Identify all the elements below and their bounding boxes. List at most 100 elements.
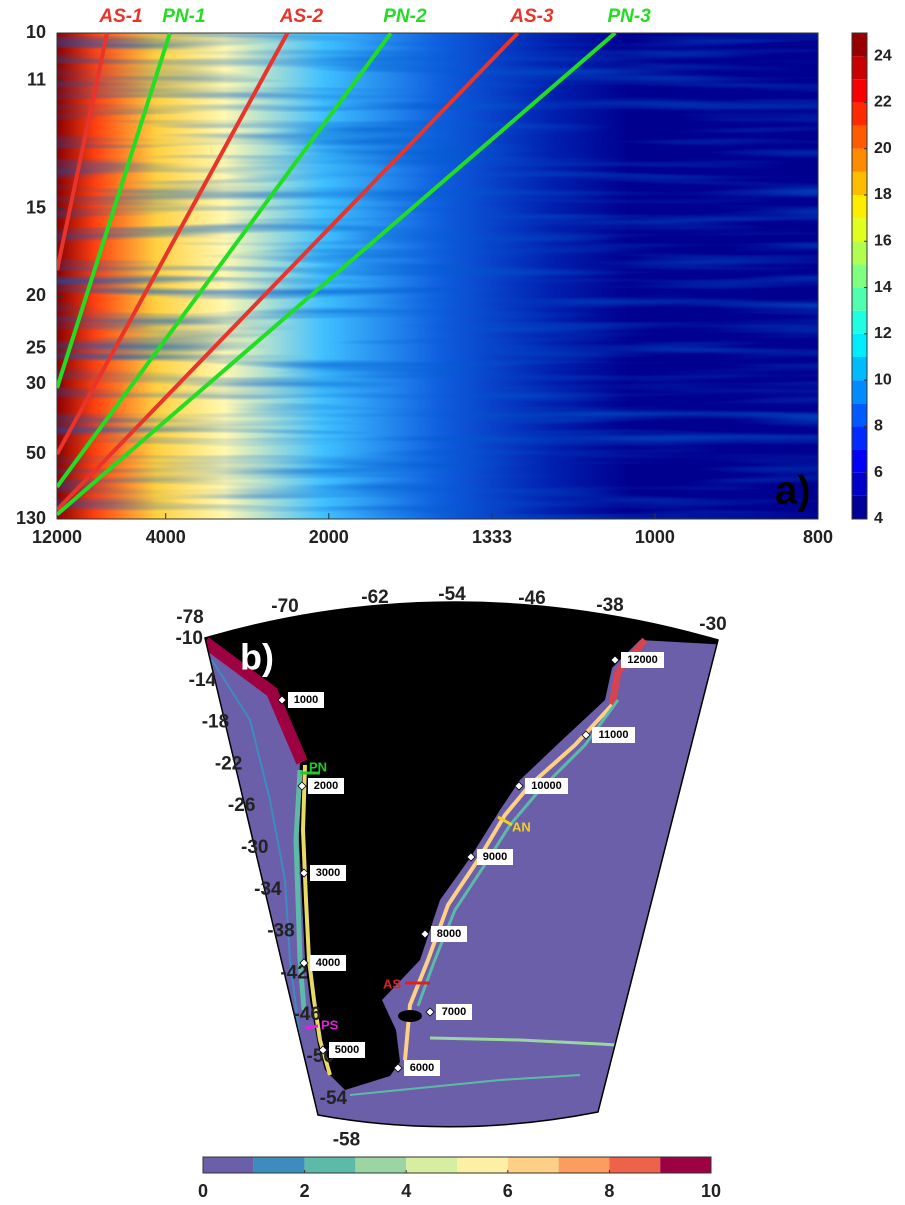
lat-label: -54 [320,1088,348,1109]
marker [514,781,524,791]
colorbar-bin [852,79,867,103]
dispersion-line [57,33,520,512]
marker-box [592,727,635,743]
lon-label: -46 [518,588,545,609]
section-label: PN [309,759,327,774]
colorbar-bin [609,1157,661,1173]
lon-label: -54 [438,584,466,605]
colorbar-label: 4 [874,510,883,527]
line-label: AS-1 [98,6,142,27]
marker-box [310,955,346,971]
map-frame [204,601,719,1128]
colorbar-bin [852,148,867,172]
lat-label: -38 [267,921,294,942]
section-line [497,815,513,827]
lon-label: -62 [361,587,388,608]
dispersion-line [57,33,290,456]
colorbar-label: 8 [604,1181,614,1201]
panel-label: a) [775,469,811,513]
marker-label: 5000 [335,1044,359,1056]
colorbar-label: 2 [300,1181,310,1201]
colorbar-bin [660,1157,711,1173]
y-tick-label: 130 [16,508,46,528]
marker [393,1063,403,1073]
y-tick-label: 11 [27,70,46,90]
marker [610,655,620,665]
colorbar-label: 12 [874,325,892,342]
marker-label: 11000 [599,729,629,741]
marker-label: 12000 [627,654,658,666]
colorbar-label: 6 [503,1181,513,1201]
marker-label: 3000 [316,867,340,879]
colorbar-frame [851,32,868,520]
marker [299,868,309,878]
colorbar-bin [852,195,867,219]
colorbar-label: 24 [874,47,892,64]
panel-label: b) [240,637,274,678]
colorbar-label: 20 [874,140,892,157]
colorbar-label: 18 [874,186,892,203]
marker-label: 7000 [442,1006,466,1018]
marker-box [525,778,568,794]
marker [581,730,591,740]
lat-label: -34 [254,879,282,900]
colorbar-label: 8 [874,418,883,435]
colorbar-label: 6 [874,464,883,481]
marker-label: 1000 [294,694,318,706]
colorbar-bin [457,1157,508,1173]
line-label: AS-2 [279,6,324,27]
line-label: AS-3 [509,6,554,27]
colorbar-bin [852,449,867,473]
colorbar-bin [852,472,867,496]
marker-box [621,652,664,668]
colorbar-label: 4 [401,1181,411,1201]
marker-box [404,1060,440,1076]
colorbar-label: 22 [874,94,892,111]
marker-box [310,865,346,881]
colorbar-bin [253,1157,305,1173]
lat-label: -10 [176,628,203,649]
plot-frame [56,32,819,520]
y-tick-label: 30 [26,373,46,393]
colorbar-bin [406,1157,457,1173]
marker [299,958,309,968]
line-label: PN-1 [162,6,205,27]
marker-box [431,926,467,942]
colorbar-bin [852,102,867,126]
colorbar-bin [852,125,867,149]
x-tick-label: 800 [803,527,833,547]
marker [318,1045,328,1055]
section-label: AS [383,976,401,991]
colorbar-label: 14 [874,279,892,296]
marker [466,852,476,862]
lat-label: -50 [307,1046,334,1067]
colorbar-bin [355,1157,407,1173]
dispersion-line [57,33,393,489]
section-label: AN [512,819,531,834]
colorbar-bin [852,310,867,334]
marker [425,1007,435,1017]
marker-box [477,849,513,865]
colorbar-bin [203,1157,254,1173]
marker-label: 10000 [531,780,562,792]
lat-label: -22 [215,753,242,774]
colorbar-bin [852,241,867,265]
colorbar-label: 10 [874,371,892,388]
marker [277,695,287,705]
colorbar-bin [852,264,867,288]
colorbar-bin [507,1157,559,1173]
lat-label: -58 [333,1130,360,1151]
x-tick-label: 12000 [32,527,82,547]
marker-box [329,1042,365,1058]
colorbar-bin [852,333,867,357]
colorbar-bin [852,357,867,381]
dispersion-line [57,33,617,517]
colorbar-label: 0 [198,1181,208,1201]
marker-label: 6000 [410,1062,434,1074]
lat-label: -14 [189,670,217,691]
marker-box [288,692,324,708]
x-tick-label: 4000 [146,527,186,547]
lon-label: -78 [176,607,203,628]
colorbar-bin [558,1157,610,1173]
marker [420,929,430,939]
